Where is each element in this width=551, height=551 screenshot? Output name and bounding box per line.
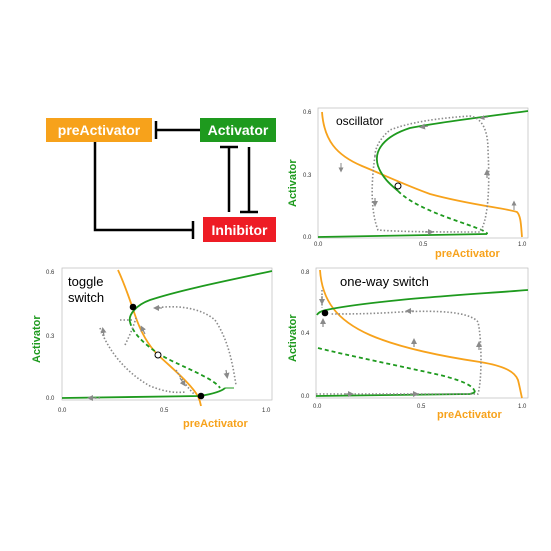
plot-area xyxy=(317,107,529,239)
panel-toggle-switch: toggle switch 0.6 0.3 0.0 0.0 0.5 1.0 xyxy=(31,267,273,430)
y-axis-label: Activator xyxy=(287,159,299,207)
x-tick: 0.0 xyxy=(314,242,323,248)
y-tick: 0.3 xyxy=(46,334,55,340)
x-tick: 1.0 xyxy=(518,242,527,248)
separatrix-trajectory xyxy=(99,327,186,394)
trajectory-arrow xyxy=(179,377,186,387)
y-tick: 0.4 xyxy=(301,331,310,337)
trajectory-arrow xyxy=(223,369,230,379)
trajectory-arrow xyxy=(419,123,429,130)
y-tick: 0.0 xyxy=(46,396,55,402)
panel-label: switch xyxy=(68,290,104,305)
y-tick: 0.0 xyxy=(301,394,310,400)
y-tick: 0.6 xyxy=(303,110,312,116)
unstable-fixed-point xyxy=(154,351,162,359)
panel-label: oscillator xyxy=(336,114,383,128)
node-preactivator-label: preActivator xyxy=(58,122,141,138)
plot-area xyxy=(315,267,529,399)
node-inhibitor-label: Inhibitor xyxy=(212,222,269,238)
activator-nullcline-stable-upper xyxy=(316,289,529,316)
stable-fixed-point-high xyxy=(129,303,137,311)
y-axis-label: Activator xyxy=(31,315,43,363)
preactivator-nullcline xyxy=(319,269,523,399)
preactivator-nullcline xyxy=(321,111,523,238)
trajectory-arrow xyxy=(100,327,107,337)
node-activator xyxy=(200,118,276,142)
panel-oscillator: oscillator 0.6 0.3 0.0 0.0 0.5 1.0 Activ… xyxy=(287,107,529,260)
panel-label: one-way switch xyxy=(340,274,429,289)
stable-fixed-point xyxy=(321,309,329,317)
y-tick: 0.0 xyxy=(303,235,312,241)
y-tick: 0.3 xyxy=(303,173,312,179)
x-axis-label: preActivator xyxy=(183,418,249,430)
trajectory-arrow xyxy=(140,325,147,335)
flow-arrow xyxy=(479,115,489,121)
node-activator-label: Activator xyxy=(208,122,269,138)
x-tick: 0.5 xyxy=(417,404,426,410)
x-axis-label: preActivator xyxy=(437,409,503,421)
stable-fixed-point-low xyxy=(197,392,205,400)
activator-nullcline-stable-upper xyxy=(128,270,273,323)
y-tick: 0.8 xyxy=(301,270,310,276)
x-tick: 0.0 xyxy=(313,404,322,410)
separatrix-trajectory xyxy=(154,306,237,386)
limit-cycle-trajectory xyxy=(371,115,490,233)
edge-preactivator-inhibits-inhibitor xyxy=(93,141,193,232)
switch-trajectory xyxy=(316,310,482,395)
x-tick: 1.0 xyxy=(262,408,271,414)
activator-nullcline-stable-lower xyxy=(317,233,488,238)
activator-nullcline-stable-upper xyxy=(376,110,529,192)
panel-label: toggle xyxy=(68,274,103,289)
y-axis-label: Activator xyxy=(287,314,299,362)
x-tick: 0.0 xyxy=(58,408,67,414)
node-preactivator xyxy=(46,118,152,142)
panel-one-way-switch: one-way switch 0.8 0.4 0.0 0.0 0.5 1.0 A… xyxy=(287,267,529,421)
x-tick: 0.5 xyxy=(419,242,428,248)
unstable-fixed-point xyxy=(394,182,402,190)
network-diagram: preActivator Activator Inhibitor xyxy=(46,118,276,242)
y-tick: 0.6 xyxy=(46,270,55,276)
activator-nullcline-unstable xyxy=(129,321,221,389)
activator-nullcline-unstable xyxy=(317,347,475,391)
x-tick: 1.0 xyxy=(518,404,527,410)
x-tick: 0.5 xyxy=(160,408,169,414)
node-inhibitor xyxy=(203,217,276,242)
x-axis-label: preActivator xyxy=(435,248,501,260)
plot-area xyxy=(61,267,273,401)
